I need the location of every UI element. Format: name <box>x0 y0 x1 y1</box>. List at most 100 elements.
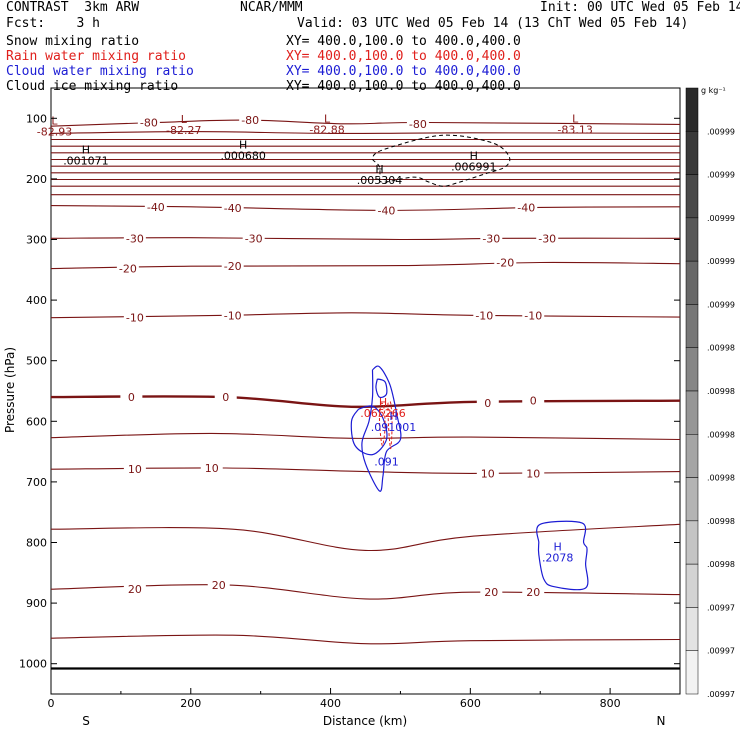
field-xy-rain: XY= 400.0,100.0 to 400.0,400.0 <box>286 49 521 64</box>
extremum-value: .005304 <box>357 174 403 187</box>
temperature-contour <box>51 395 680 409</box>
field-name-rain: Rain water mixing ratio <box>6 49 187 64</box>
contour-label: -30 <box>538 232 556 245</box>
temperature-contour <box>51 312 680 319</box>
rain-water-contour <box>378 402 386 447</box>
x-tick-label: 0 <box>48 697 55 710</box>
colorbar-swatch <box>685 607 699 651</box>
colorbar-swatch <box>685 217 699 262</box>
contour-label-bg <box>476 467 499 479</box>
extremum-marker: H <box>379 396 387 409</box>
contour-label-bg <box>536 232 559 244</box>
contour-label: 20 <box>484 586 498 599</box>
colorbar-label: .00997 <box>707 690 735 699</box>
extremum-value: .001071 <box>63 154 109 167</box>
contour-label-bg <box>123 311 146 323</box>
extremum-marker: H <box>375 163 383 176</box>
field-name-snow: Snow mixing ratio <box>6 34 140 49</box>
y-tick-label: 200 <box>26 173 47 186</box>
contour-label: 20 <box>212 579 226 592</box>
extremum-value: -82.88 <box>309 124 344 137</box>
contour-label-bg <box>515 201 538 213</box>
colorbar-swatch <box>685 87 699 132</box>
contour-label-bg <box>242 232 265 244</box>
contour-label: 10 <box>481 467 495 480</box>
contour-label: -10 <box>224 309 242 322</box>
colorbar-swatch <box>685 434 699 478</box>
extremum-value: .091001 <box>371 421 417 434</box>
contour-label-bg <box>120 391 143 403</box>
extremum-marker: L <box>181 113 188 126</box>
colorbar-label: .00999 <box>707 214 735 223</box>
colorbar-label: .00999 <box>707 127 735 136</box>
contour-label-bg <box>200 461 223 473</box>
org-label: NCAR/MMM <box>240 0 303 15</box>
x-tick-label: 600 <box>460 697 481 710</box>
contour-label: 0 <box>222 391 229 404</box>
contour-label-bg <box>406 117 429 129</box>
colorbar-label: .00998 <box>707 474 735 483</box>
contour-label: -30 <box>482 232 500 245</box>
temperature-contour <box>51 523 680 551</box>
extremum-marker: H <box>470 150 478 163</box>
colorbar-swatch <box>685 347 699 392</box>
colorbar-swatch <box>685 520 699 565</box>
extremum-marker: L <box>572 113 579 126</box>
colorbar-swatch <box>685 563 699 608</box>
contour-label-bg <box>207 578 230 590</box>
colorbar-label: .00997 <box>707 603 735 612</box>
colorbar-label: .00999 <box>707 300 735 309</box>
colorbar-swatch <box>685 174 699 219</box>
colorbar-label: .00999 <box>707 171 735 180</box>
contour-label: -20 <box>496 257 514 270</box>
field-xy-snow: XY= 400.0,100.0 to 400.0,400.0 <box>286 34 521 49</box>
extremum-marker: H <box>389 410 397 423</box>
contour-label-bg <box>522 309 545 321</box>
field-name-cloud-ice: Cloud ice mixing ratio <box>6 79 179 94</box>
contour-label: -20 <box>119 263 137 276</box>
cloud-ice-contour <box>371 134 511 187</box>
y-tick-label: 900 <box>26 597 47 610</box>
field-name-cloud-water: Cloud water mixing ratio <box>6 64 194 79</box>
temperature-contour <box>51 432 680 441</box>
field-xy-cloud-water: XY= 400.0,100.0 to 400.0,400.0 <box>286 64 521 79</box>
colorbar-swatch <box>685 304 699 348</box>
y-axis-label: Pressure (hPa) <box>3 347 17 433</box>
y-tick-label: 400 <box>26 294 47 307</box>
extremum-value: .000680 <box>220 150 266 163</box>
direction-label-south: S <box>82 714 90 728</box>
y-tick-label: 100 <box>26 112 47 125</box>
contour-label: 10 <box>205 462 219 475</box>
colorbar-unit: g kg⁻¹ <box>701 86 726 95</box>
colorbar-label: .00999 <box>707 257 735 266</box>
contour-label-bg <box>494 256 517 268</box>
y-tick-label: 500 <box>26 355 47 368</box>
contour-label: -30 <box>245 232 263 245</box>
x-axis-label: Distance (km) <box>323 714 407 728</box>
extremum-marker: H <box>554 540 562 553</box>
y-tick-label: 300 <box>26 234 47 247</box>
contour-label: -40 <box>377 204 395 217</box>
temperature-contour <box>51 131 680 135</box>
contour-label-bg <box>239 114 262 126</box>
contour-label-bg <box>375 204 398 216</box>
extremum-value: .091 <box>374 456 399 469</box>
contour-label: -10 <box>126 312 144 325</box>
colorbar-swatch <box>685 390 699 435</box>
temperature-contour <box>51 467 680 474</box>
colorbar-swatch <box>685 131 699 175</box>
contour-label: 0 <box>128 391 135 404</box>
extremum-marker: H <box>82 143 90 156</box>
contour-label-bg <box>522 467 545 479</box>
contour-label-bg <box>522 586 545 598</box>
contour-label: -10 <box>475 309 493 322</box>
temperature-contour <box>51 261 680 270</box>
contour-label: -80 <box>140 117 158 130</box>
contour-label-bg <box>480 586 503 598</box>
contour-label-bg <box>221 201 244 213</box>
contour-label: -40 <box>517 201 535 214</box>
x-tick-label: 200 <box>180 697 201 710</box>
contour-label-bg <box>137 116 160 128</box>
contour-label-bg <box>214 391 237 403</box>
contour-label: -40 <box>147 201 165 214</box>
